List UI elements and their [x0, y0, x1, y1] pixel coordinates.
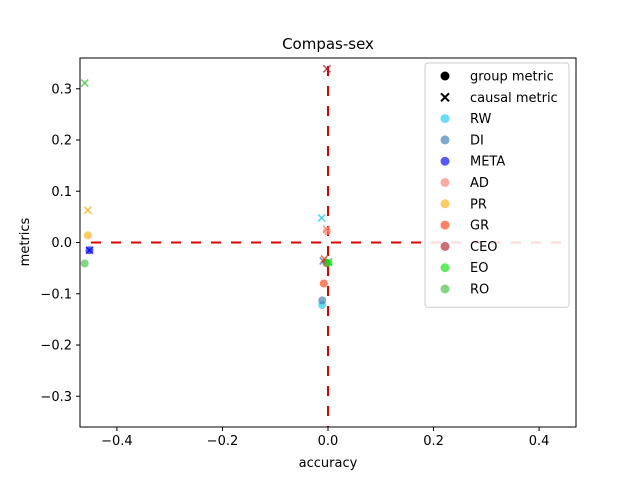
legend-box — [424, 62, 570, 308]
legend-marker-rw — [440, 114, 450, 124]
x-tick-label: 0.0 — [318, 434, 339, 449]
y-axis-label: metrics — [18, 217, 33, 266]
point-causal-ceo — [322, 64, 332, 73]
x-axis-label: accuracy — [299, 456, 358, 471]
x-tick-label: −0.2 — [207, 434, 239, 449]
point-causal-meta — [85, 246, 94, 255]
legend-marker-pr — [440, 199, 450, 209]
y-tick-label: 0.3 — [51, 82, 72, 97]
point-group-gr — [319, 279, 328, 288]
legend-label: META — [470, 155, 505, 170]
x-axis-ticks: −0.4 −0.2 0.0 0.2 0.4 — [101, 427, 549, 449]
legend-label: group metric — [470, 70, 554, 85]
y-tick-label: 0.2 — [51, 134, 72, 149]
point-group-di — [318, 296, 327, 305]
legend-label: GR — [470, 219, 489, 234]
point-causal-rw — [317, 213, 326, 222]
legend-label: AD — [470, 176, 489, 191]
legend-label: causal metric — [470, 91, 558, 106]
point-causal-eo — [324, 257, 333, 267]
x-tick-label: 0.4 — [529, 434, 550, 449]
legend-marker-ad — [440, 178, 450, 187]
y-axis-ticks: −0.3 −0.2 −0.1 0.0 0.1 0.2 0.3 — [40, 82, 80, 405]
point-group-pr — [83, 231, 92, 240]
x-tick-label: 0.2 — [423, 434, 444, 449]
legend-label: CEO — [470, 240, 498, 255]
legend-marker-eo — [440, 263, 450, 273]
point-group-ad — [322, 227, 331, 236]
reference-lines — [91, 66, 565, 427]
y-tick-label: −0.3 — [40, 390, 72, 405]
legend-label: DI — [470, 133, 484, 148]
legend-marker-di — [440, 135, 450, 145]
legend: group metric causal metric RW DI META AD PR GR C… — [424, 62, 570, 308]
point-causal-pr — [83, 206, 92, 215]
chart-title: Compas-sex — [282, 35, 374, 53]
legend-label: PR — [470, 197, 487, 212]
legend-marker-ceo — [440, 241, 450, 251]
y-tick-label: 0.1 — [51, 185, 72, 200]
point-group-ro — [80, 259, 89, 268]
y-tick-label: 0.0 — [51, 236, 72, 251]
legend-marker-group-metric — [440, 71, 450, 81]
point-causal-ro — [80, 79, 89, 88]
legend-label: RW — [470, 112, 492, 127]
x-tick-label: −0.4 — [101, 434, 133, 449]
legend-label: EO — [470, 261, 488, 276]
y-tick-label: −0.1 — [40, 287, 72, 302]
data-points — [80, 64, 333, 310]
legend-marker-ro — [440, 284, 450, 294]
legend-marker-meta — [440, 156, 450, 166]
point-causal-ad — [322, 225, 331, 234]
legend-marker-causal-metric — [440, 92, 450, 103]
legend-label: RO — [470, 283, 489, 298]
y-tick-label: −0.2 — [40, 339, 72, 354]
legend-marker-gr — [440, 220, 450, 230]
